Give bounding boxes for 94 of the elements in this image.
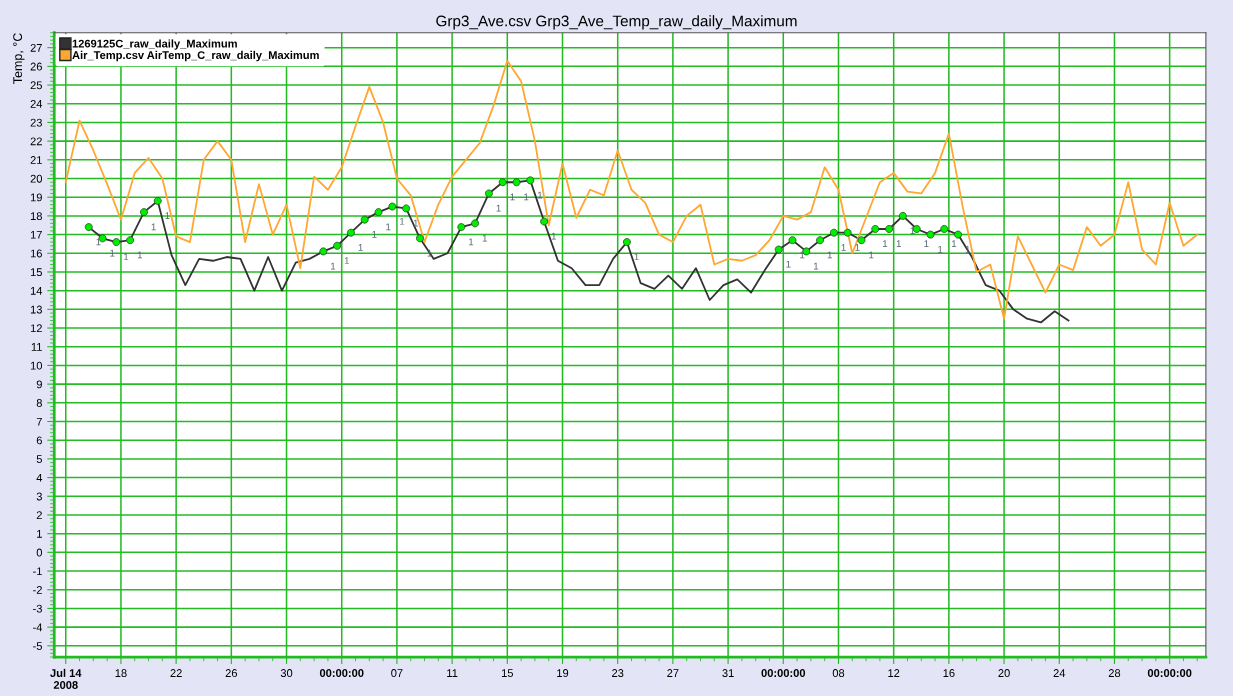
x-tick-label: 30 <box>280 669 293 677</box>
y-tick-label: 27 <box>30 43 42 52</box>
y-tick-label: 2 <box>36 511 42 519</box>
annotation: 1 <box>482 234 487 242</box>
x-tick-label: 22 <box>170 669 182 677</box>
annotation: 1 <box>951 240 957 248</box>
x-tick-label: 26 <box>225 669 238 677</box>
y-tick-label: 16 <box>30 249 42 258</box>
y-tick-label: 25 <box>30 81 42 90</box>
y-tick-label: 7 <box>36 417 42 426</box>
y-tick-label: 6 <box>36 436 42 445</box>
annotation: 1 <box>400 217 405 225</box>
x-tick-label: Jul 14 2008 <box>50 668 82 689</box>
annotation: 1 <box>510 193 515 201</box>
y-tick-label: 23 <box>30 118 42 127</box>
annotation: 1 <box>938 245 943 253</box>
annotation: 1 <box>496 204 501 212</box>
annotation: 1 <box>386 223 391 231</box>
legend-label: Air_Temp.csv AirTemp_C_raw_daily_Maximum <box>72 50 319 62</box>
y-tick-label: 22 <box>30 137 42 146</box>
x-tick-label: 28 <box>1108 669 1121 677</box>
y-tick-label: 21 <box>30 156 42 164</box>
x-tick-label: 20 <box>998 669 1010 677</box>
y-tick-label: 5 <box>36 455 42 464</box>
annotation: 1 <box>896 240 901 248</box>
x-tick-label: 00:00:00 <box>319 669 364 677</box>
x-tick-label: 12 <box>888 669 900 677</box>
y-tick-label: -2 <box>33 586 42 594</box>
annotation: 1 <box>524 193 529 201</box>
x-tick-label: 19 <box>557 669 569 677</box>
x-tick-label: 11 <box>447 669 458 677</box>
annotation: 1 <box>413 219 418 227</box>
annotation: 1 <box>344 257 349 264</box>
annotation: 1 <box>137 251 143 259</box>
y-tick-label: -1 <box>33 567 42 576</box>
x-tick-label: 07 <box>391 669 403 677</box>
y-tick-label: 13 <box>30 305 42 314</box>
x-tick-label: 00:00:00 <box>1147 669 1192 677</box>
y-tick-label: 0 <box>36 548 43 557</box>
x-tick-label: 00:00:00 <box>761 669 806 677</box>
y-tick-label: 9 <box>36 380 42 389</box>
y-tick-label: -3 <box>33 604 42 613</box>
x-tick-label: 16 <box>943 669 955 677</box>
x-tick-label: 31 <box>722 669 734 677</box>
y-axis-title: Temp, °C <box>13 33 25 84</box>
annotation: 1 <box>855 244 860 251</box>
annotation: 1 <box>165 212 170 219</box>
y-tick-label: 1 <box>37 530 42 538</box>
x-tick-label: 24 <box>1053 669 1066 677</box>
y-tick-label: 18 <box>30 212 42 221</box>
annotation: 1 <box>151 223 156 231</box>
annotation: 1 <box>813 262 819 270</box>
y-tick-label: 17 <box>30 230 42 239</box>
x-tick-label: 23 <box>612 669 624 677</box>
y-tick-label: 8 <box>36 399 42 407</box>
annotation: 1 <box>124 253 129 261</box>
annotation: 1 <box>882 240 888 248</box>
y-tick-label: 11 <box>31 343 42 351</box>
y-tick-label: 26 <box>30 62 42 71</box>
x-tick-label: 15 <box>501 669 514 677</box>
legend-label: 1269125C_raw_daily_Maximum <box>72 39 237 50</box>
annotation: 1 <box>469 238 474 246</box>
annotation: 1 <box>910 227 915 234</box>
y-tick-label: 24 <box>30 100 43 108</box>
annotation: 1 <box>358 244 363 251</box>
annotation: 1 <box>372 231 377 238</box>
annotation: 1 <box>427 249 432 257</box>
y-tick-label: 10 <box>30 361 43 370</box>
annotation: 1 <box>331 262 336 270</box>
y-tick-label: 4 <box>36 473 43 482</box>
x-tick-label: 18 <box>115 669 127 677</box>
y-tick-label: -4 <box>33 623 43 632</box>
annotation: 1 <box>965 245 970 253</box>
y-tick-label: 19 <box>30 193 42 202</box>
chart-title: Grp3_Ave.csv Grp3_Ave_Temp_raw_daily_Maximum <box>436 15 797 30</box>
y-tick-label: 15 <box>30 268 42 277</box>
annotation: 1 <box>869 251 874 259</box>
x-tick-label: 08 <box>832 669 845 677</box>
y-tick-label: 3 <box>36 492 42 501</box>
annotation: 1 <box>827 251 832 259</box>
annotation: 1 <box>924 240 929 248</box>
annotation: 1 <box>841 244 846 251</box>
y-tick-label: 20 <box>30 174 43 183</box>
annotation: 1 <box>634 253 639 261</box>
x-tick-label: 27 <box>667 669 679 677</box>
annotation: 1 <box>96 238 101 246</box>
y-tick-label: 14 <box>30 287 43 295</box>
y-tick-label: 12 <box>30 324 42 333</box>
y-tick-label: -5 <box>33 642 42 650</box>
annotation: 1 <box>538 191 543 199</box>
annotation: 1 <box>800 251 805 259</box>
annotation: 1 <box>110 249 115 257</box>
annotation: 1 <box>786 260 791 268</box>
annotation: 1 <box>551 232 556 240</box>
